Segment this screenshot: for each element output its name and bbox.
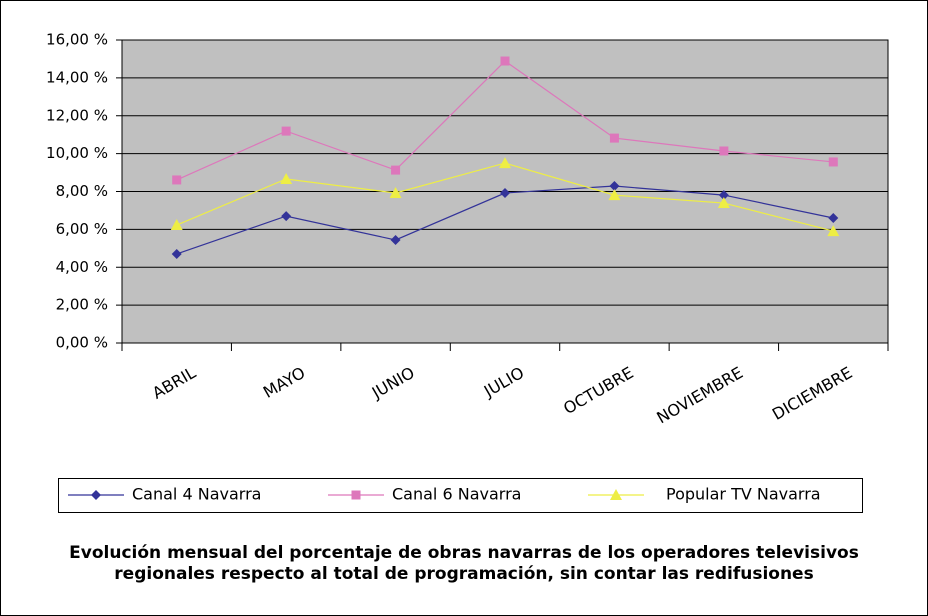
data-point: [717, 197, 730, 209]
chart-title: regionales respecto al total de programa…: [114, 564, 813, 584]
data-point: [827, 225, 840, 237]
y-tick-label: 10,00 %: [46, 144, 108, 162]
data-point: [389, 187, 402, 199]
data-point: [171, 248, 182, 259]
y-tick-label: 4,00 %: [56, 258, 108, 276]
legend-label: Canal 6 Navarra: [392, 485, 521, 504]
data-point: [609, 133, 619, 143]
data-point: [281, 126, 291, 136]
chart-title: Evolución mensual del porcentaje de obra…: [69, 543, 859, 563]
y-tick-label: 2,00 %: [56, 296, 108, 314]
data-point: [719, 146, 729, 156]
data-point: [828, 157, 838, 167]
legend-marker: [351, 490, 361, 500]
y-tick-label: 14,00 %: [46, 68, 108, 86]
data-point: [280, 173, 293, 185]
data-point: [391, 165, 401, 175]
y-tick-label: 12,00 %: [46, 106, 108, 124]
data-point: [499, 157, 511, 169]
legend-label: Popular TV Navarra: [666, 485, 821, 504]
legend-marker: [91, 490, 101, 500]
data-point: [390, 234, 401, 245]
data-point: [608, 189, 621, 201]
data-point: [172, 175, 182, 185]
data-point: [500, 56, 510, 66]
legend-label: Canal 4 Navarra: [132, 485, 261, 504]
data-point: [718, 190, 729, 201]
data-point: [281, 211, 292, 222]
legend-box: [58, 478, 863, 513]
data-point: [828, 213, 839, 224]
y-tick-label: 6,00 %: [56, 220, 108, 238]
data-point: [170, 219, 183, 231]
data-point: [500, 188, 510, 199]
y-tick-label: 16,00 %: [46, 31, 108, 49]
y-tick-label: 0,00 %: [56, 334, 108, 352]
legend-marker: [610, 489, 622, 500]
y-tick-label: 8,00 %: [56, 182, 108, 200]
data-point: [609, 181, 620, 192]
